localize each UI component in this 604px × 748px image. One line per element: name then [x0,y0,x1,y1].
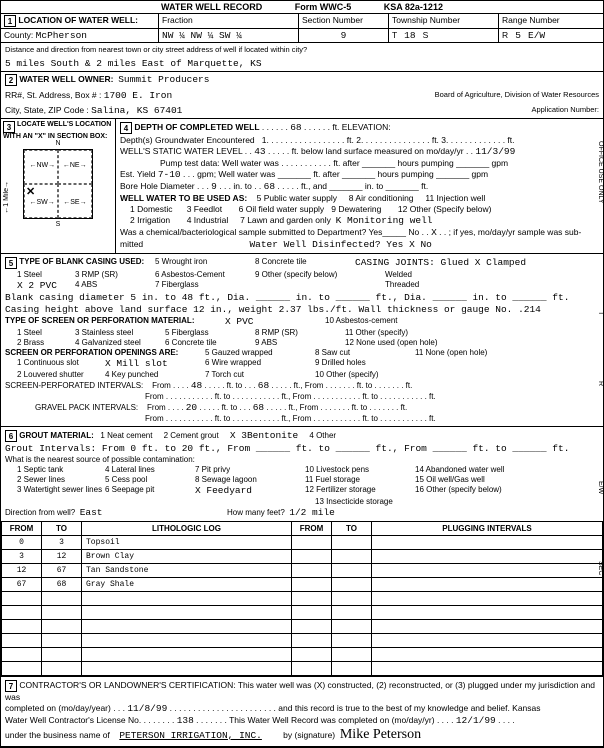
col-plug: PLUGGING INTERVALS [372,522,603,536]
title-1: WATER WELL RECORD [161,2,262,12]
perf-to: 68 [258,380,269,391]
section-label: Section Number [302,15,363,25]
section-4-num: 4 [120,122,132,134]
col-lith: LITHOLOGIC LOG [82,522,292,536]
table-row: 1267Tan Sandstone [2,564,603,578]
monitoring-x: K Monitoring well [336,215,433,226]
casing-height: Casing height above land surface 12 in.,… [5,304,599,315]
col-to: TO [42,522,82,536]
section-1-header: 1 LOCATION OF WATER WELL: Fraction Secti… [1,14,603,29]
table-row [2,606,603,620]
side-office: OFFICE USE ONLY [597,141,604,204]
static-date: 11/3/99 [475,146,515,157]
section-6-num: 6 [5,430,17,442]
completed-date: 11/8/99 [127,703,167,714]
section-2-row1: 2 WATER WELL OWNER: Summit Producers [1,72,603,88]
section-1-values: County: McPherson NW ¼ NW ¼ SW ¼ 9 T 18 … [1,29,603,43]
distance-label: Distance and direction from nearest town… [1,43,603,56]
gravel-from: 20 [186,402,197,413]
section-3-num: 3 [3,121,15,133]
static-value: 43 [254,146,265,157]
license-no: 138 [177,715,194,726]
county-label: County: [4,30,33,40]
table-row [2,634,603,648]
side-sec: SEC [597,561,604,575]
title-2: Form WWC-5 [295,2,352,12]
form-title-row: WATER WELL RECORD Form WWC-5 KSA 82a-121… [1,1,603,14]
distance-value: 5 miles South & 2 miles East of Marquett… [1,56,603,72]
section-value: 9 [299,29,389,42]
county-value: McPherson [36,30,87,41]
fraction-value: NW ¼ NW ¼ SW ¼ [159,29,299,42]
fraction-label: Fraction [162,15,193,25]
distance-feet: 1/2 mile [289,507,335,518]
chem-no-x: X [431,227,437,238]
range-value: 5 [515,30,521,41]
range-label: Range Number [502,15,560,25]
township-value: 18 [404,30,415,41]
table-row: 6768Gray Shale [2,578,603,592]
side-ew: E/W [597,481,604,494]
grout-intervals: Grout Intervals: From 0 ft. to 20 ft., F… [5,443,599,454]
table-row [2,620,603,634]
direction: East [80,507,103,518]
sec2-label: WATER WELL OWNER: [19,74,113,84]
addr-value: 1700 E. Iron [104,90,172,101]
section-2-addr: RR#, St. Address, Box # : 1700 E. Iron B… [1,88,603,103]
water-well-record-form: WATER WELL RECORD Form WWC-5 KSA 82a-121… [0,0,604,748]
col-from2: FROM [292,522,332,536]
owner-value: Summit Producers [118,74,209,85]
table-row [2,662,603,676]
table-row: 312Brown Clay [2,550,603,564]
section-7-num: 7 [5,680,17,692]
section-7: 7 CONTRACTOR'S OR LANDOWNER'S CERTIFICAT… [1,676,603,746]
title-3: KSA 82a-1212 [384,2,443,12]
table-row [2,648,603,662]
township-label: Township Number [392,15,460,25]
section-4: 4 DEPTH OF COMPLETED WELL . . . . . . 68… [116,119,603,253]
depth-value: 68 [290,122,301,133]
col-from: FROM [2,522,42,536]
section-5-num: 5 [5,257,17,269]
board-label: Board of Agriculture, Division of Water … [305,90,599,101]
sec1-label: LOCATION OF WATER WELL: [18,15,138,25]
x-marker: ✕ [26,185,35,198]
table-row [2,592,603,606]
section-5: 5 TYPE OF BLANK CASING USED: 5 Wrought i… [1,254,603,427]
perf-from: 48 [191,380,202,391]
section-3: 3 LOCATE WELL'S LOCATION WITH AN "X" IN … [1,119,116,253]
side-t: T [597,311,604,315]
gravel-to: 68 [253,402,264,413]
table-row: 03Topsoil [2,536,603,550]
section-2-num: 2 [5,74,17,86]
side-r: R [597,381,604,386]
sec3-sec4-row: 3 LOCATE WELL'S LOCATION WITH AN "X" IN … [1,119,603,254]
col-to2: TO [332,522,372,536]
section-2-city: City, State, ZIP Code : Salina, KS 67401… [1,103,603,119]
record-date: 12/1/99 [456,715,496,726]
disinfect: Water Well Disinfected? Yes X No [249,239,431,250]
blank-casing-dia: Blank casing diameter 5 in. to 48 ft., D… [5,292,599,303]
section-1-num: 1 [4,15,16,27]
appnum-label: Application Number: [305,105,599,116]
city-value: Salina, KS 67401 [91,105,182,116]
lithologic-log-table: FROM TO LITHOLOGIC LOG FROM TO PLUGGING … [1,521,603,676]
section-location-box[interactable]: ←NW→ ←NE→ ←SW→ ←SE→ ✕ [23,149,93,219]
signature: Mike Peterson [340,727,421,742]
est-yield: 7-10 [158,169,181,180]
bore-dia: 9 [211,181,217,192]
business-name: PETERSON IRRIGATION, INC. [119,730,262,741]
bore-depth: 68 [264,181,275,192]
section-6: 6 GROUT MATERIAL: 1 Neat cement 2 Cement… [1,427,603,521]
